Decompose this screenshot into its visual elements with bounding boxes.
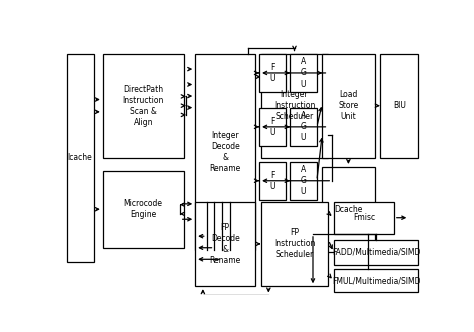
Bar <box>290 161 317 200</box>
Text: Integer
Decode
&
Rename: Integer Decode & Rename <box>210 131 241 173</box>
Text: Integer
Instruction
Scheduler: Integer Instruction Scheduler <box>274 90 315 121</box>
Bar <box>290 108 317 146</box>
Bar <box>261 202 328 286</box>
Text: Microcode
Engine: Microcode Engine <box>124 199 163 219</box>
Text: Fmisc: Fmisc <box>353 213 375 222</box>
Text: DirectPath
Instruction
Scan &
Align: DirectPath Instruction Scan & Align <box>122 85 164 127</box>
Bar <box>290 54 317 92</box>
Text: FP
Instruction
Scheduler: FP Instruction Scheduler <box>274 228 315 260</box>
Bar <box>259 108 286 146</box>
Bar <box>66 54 93 262</box>
Text: F
U: F U <box>270 171 275 191</box>
Text: F
U: F U <box>270 117 275 137</box>
Bar <box>259 54 286 92</box>
Bar <box>334 269 419 292</box>
Text: FMUL/Multimedia/SIMD: FMUL/Multimedia/SIMD <box>332 276 420 285</box>
Text: Icache: Icache <box>68 153 92 162</box>
Bar <box>380 54 419 158</box>
Text: A
G
U: A G U <box>301 165 306 196</box>
Bar <box>322 167 374 252</box>
Bar <box>259 161 286 200</box>
Text: Load
Store
Unit: Load Store Unit <box>338 90 358 121</box>
Bar <box>261 54 328 158</box>
Bar <box>195 54 255 250</box>
Text: Dcache: Dcache <box>334 205 363 214</box>
Text: A
G
U: A G U <box>301 111 306 142</box>
Bar <box>334 202 394 234</box>
Text: FP
Decode
&
Rename: FP Decode & Rename <box>210 223 241 265</box>
Text: A
G
U: A G U <box>301 57 306 89</box>
Text: F
U: F U <box>270 63 275 83</box>
Bar <box>334 240 419 265</box>
Bar <box>195 202 255 286</box>
Text: BIU: BIU <box>393 101 406 110</box>
Text: FADD/Multimedia/SIMD: FADD/Multimedia/SIMD <box>332 248 420 257</box>
Bar <box>103 171 183 248</box>
Bar <box>103 54 183 158</box>
Bar <box>322 54 374 158</box>
